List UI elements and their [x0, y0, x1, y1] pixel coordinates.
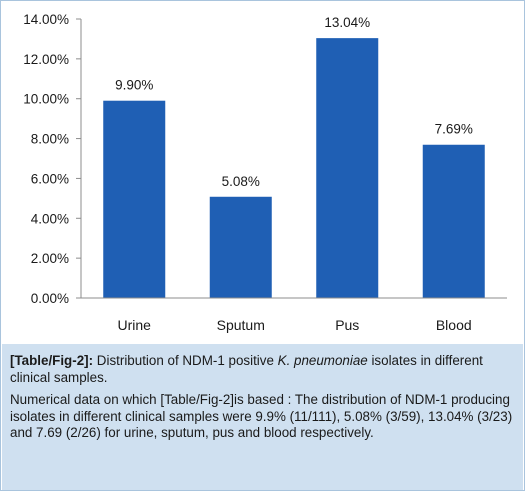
- x-tick-label-sputum: Sputum: [217, 317, 265, 333]
- caption-title: [Table/Fig-2]: Distribution of NDM-1 pos…: [10, 353, 513, 386]
- bar-pus: [316, 38, 379, 298]
- data-label-urine: 9.90%: [115, 78, 153, 93]
- y-tick-label: 12.00%: [23, 52, 69, 67]
- caption-title-post: isolates in different clinical samples.: [10, 353, 483, 385]
- data-label-pus: 13.04%: [324, 15, 370, 30]
- y-tick-label: 6.00%: [31, 171, 69, 186]
- y-tick-label: 8.00%: [31, 132, 69, 147]
- x-tick-label-pus: Pus: [335, 317, 359, 333]
- x-tick-label-urine: Urine: [118, 317, 152, 333]
- y-tick-label: 4.00%: [31, 211, 69, 226]
- y-tick-label: 2.00%: [31, 251, 69, 266]
- caption-note: Numerical data on which [Table/Fig-2]is …: [10, 392, 513, 440]
- x-tick-label-blood: Blood: [436, 317, 472, 333]
- bars-group: 9.90% 5.08% 13.04% 7.69%: [103, 15, 485, 298]
- bar-urine: [103, 100, 166, 298]
- y-tick-label: 14.00%: [23, 12, 69, 27]
- bar-chart: 0.00% 2.00% 4.00% 6.00% 8.00% 10.00% 12.00% 14.…: [23, 12, 507, 333]
- caption-title-pre: Distribution of NDM-1 positive: [93, 353, 278, 368]
- y-tick-label: 0.00%: [31, 291, 69, 306]
- y-axis: 0.00% 2.00% 4.00% 6.00% 8.00% 10.00% 12.00% 14.…: [23, 12, 82, 306]
- data-label-blood: 7.69%: [435, 122, 473, 137]
- bar-blood: [422, 144, 485, 298]
- caption-fig-ref: [Table/Fig-2]:: [10, 353, 94, 368]
- caption-organism: K. pneumoniae: [277, 353, 368, 368]
- figure-caption: [Table/Fig-2]: Distribution of NDM-1 pos…: [2, 344, 523, 490]
- y-tick-label: 10.00%: [23, 92, 69, 107]
- bar-sputum: [209, 196, 272, 298]
- data-label-sputum: 5.08%: [222, 174, 260, 189]
- x-axis: Urine Sputum Pus Blood: [81, 297, 507, 333]
